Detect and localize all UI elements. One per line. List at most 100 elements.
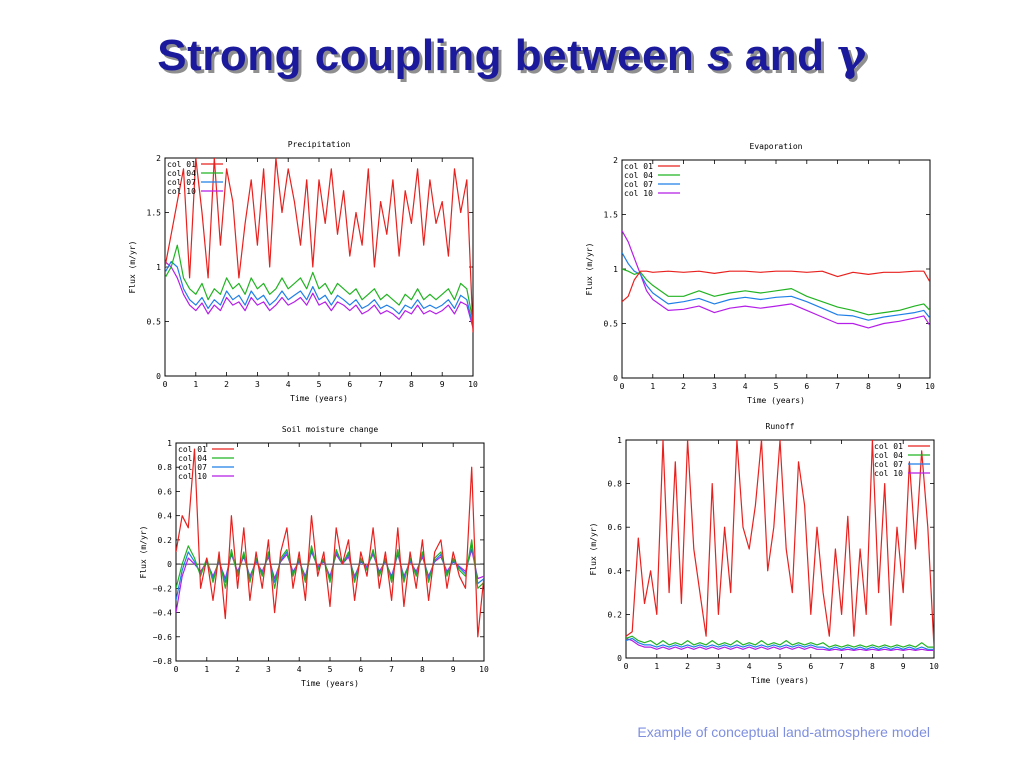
slide-title: Strong coupling between s and γ bbox=[0, 30, 1024, 81]
x-tick-label: 9 bbox=[440, 380, 445, 389]
y-axis-label: Flux (m/yr) bbox=[585, 243, 594, 296]
y-tick-label: 1 bbox=[156, 263, 161, 272]
x-tick-label: 5 bbox=[774, 382, 779, 391]
legend-label: col 07 bbox=[178, 463, 207, 472]
y-tick-label: 0 bbox=[613, 374, 618, 383]
y-tick-label: 0.4 bbox=[608, 567, 623, 576]
series-line-col-01 bbox=[165, 158, 473, 333]
y-tick-label: 0 bbox=[156, 372, 161, 381]
y-tick-label: −0.4 bbox=[153, 609, 172, 618]
x-tick-label: 7 bbox=[378, 380, 383, 389]
legend-label: col 01 bbox=[624, 162, 653, 171]
x-tick-label: 3 bbox=[712, 382, 717, 391]
legend-label: col 10 bbox=[178, 472, 207, 481]
y-tick-label: 0.6 bbox=[158, 487, 173, 496]
series-group bbox=[626, 440, 934, 652]
title-s: s bbox=[707, 31, 733, 80]
x-axis-label: Time (years) bbox=[747, 396, 805, 405]
x-tick-label: 9 bbox=[897, 382, 902, 391]
y-tick-label: 0.2 bbox=[158, 536, 173, 545]
series-line-col-07 bbox=[622, 252, 930, 321]
y-tick-label: −0.8 bbox=[153, 657, 172, 666]
series-line-col-04 bbox=[626, 635, 934, 648]
series-line-col-04 bbox=[622, 268, 930, 316]
y-tick-label: 0 bbox=[167, 560, 172, 569]
x-tick-label: 2 bbox=[685, 662, 690, 671]
x-axis-label: Time (years) bbox=[751, 676, 809, 685]
x-tick-label: 6 bbox=[808, 662, 813, 671]
x-tick-label: 10 bbox=[925, 382, 935, 391]
x-tick-label: 5 bbox=[778, 662, 783, 671]
x-tick-label: 4 bbox=[747, 662, 752, 671]
series-group bbox=[176, 448, 484, 638]
y-tick-label: 1.5 bbox=[604, 211, 619, 220]
chart-evaporation: 0 1 2 3 4 5 6 7 8 9 10 0 0.5 1 1.5 2 Evaporation Time (ye… bbox=[585, 142, 935, 405]
series-line-col-10 bbox=[626, 637, 934, 652]
legend-label: col 07 bbox=[624, 180, 653, 189]
x-tick-label: 1 bbox=[204, 665, 209, 674]
legend-label: col 01 bbox=[167, 160, 196, 169]
series-line-col-01 bbox=[622, 270, 930, 303]
x-tick-label: 0 bbox=[163, 380, 168, 389]
title-prefix: Strong coupling between bbox=[157, 31, 708, 80]
chart-panel-runoff: 0 1 2 3 4 5 6 7 8 9 10 0 0.2 0.4 0.6 0.8 1 Runoff Time (ye… bbox=[582, 416, 952, 691]
chart-soil-moisture-change: 0 1 2 3 4 5 6 7 8 9 10 −0.8 −0.6 −0.4 −0.2 0 0.2 0.4 0.6 0.… bbox=[139, 425, 489, 688]
x-tick-label: 2 bbox=[224, 380, 229, 389]
x-tick-label: 10 bbox=[929, 662, 939, 671]
series-line-col-10 bbox=[622, 230, 930, 329]
caption: Example of conceptual land-atmosphere mo… bbox=[637, 724, 930, 740]
chart-title: Runoff bbox=[766, 422, 795, 431]
y-tick-label: 0.4 bbox=[158, 512, 173, 521]
y-tick-label: 1.5 bbox=[147, 209, 162, 218]
x-tick-label: 4 bbox=[743, 382, 748, 391]
x-tick-label: 0 bbox=[624, 662, 629, 671]
chart-panel-evaporation: 0 1 2 3 4 5 6 7 8 9 10 0 0.5 1 1.5 2 Evaporation Time (ye… bbox=[578, 136, 948, 411]
y-tick-label: 2 bbox=[613, 156, 618, 165]
x-tick-label: 6 bbox=[804, 382, 809, 391]
x-tick-label: 8 bbox=[409, 380, 414, 389]
x-tick-label: 9 bbox=[451, 665, 456, 674]
series-group bbox=[165, 158, 473, 333]
y-tick-label: −0.2 bbox=[153, 584, 172, 593]
x-tick-label: 7 bbox=[835, 382, 840, 391]
x-tick-label: 10 bbox=[479, 665, 489, 674]
y-tick-label: 0.6 bbox=[608, 523, 623, 532]
x-tick-label: 1 bbox=[650, 382, 655, 391]
x-tick-label: 3 bbox=[255, 380, 260, 389]
x-tick-label: 8 bbox=[870, 662, 875, 671]
y-tick-label: 2 bbox=[156, 154, 161, 163]
legend-label: col 04 bbox=[167, 169, 196, 178]
y-tick-label: 0.5 bbox=[604, 320, 619, 329]
y-tick-label: 0.2 bbox=[608, 610, 623, 619]
y-tick-label: 0.8 bbox=[158, 463, 173, 472]
legend-label: col 04 bbox=[624, 171, 653, 180]
y-tick-label: 1 bbox=[613, 265, 618, 274]
x-tick-label: 4 bbox=[286, 380, 291, 389]
series-line-col-01 bbox=[176, 448, 484, 638]
x-tick-label: 4 bbox=[297, 665, 302, 674]
legend-label: col 10 bbox=[874, 469, 903, 478]
legend-label: col 07 bbox=[167, 178, 196, 187]
series-line-col-07 bbox=[626, 637, 934, 650]
legend-label: col 07 bbox=[874, 460, 903, 469]
legend-label: col 04 bbox=[178, 454, 207, 463]
legend-label: col 01 bbox=[874, 442, 903, 451]
chart-panel-soil-moisture-change: 0 1 2 3 4 5 6 7 8 9 10 −0.8 −0.6 −0.4 −0.2 0 0.2 0.4 0.6 0.… bbox=[130, 420, 500, 695]
x-axis-label: Time (years) bbox=[290, 394, 348, 403]
x-tick-label: 5 bbox=[317, 380, 322, 389]
series-line-col-04 bbox=[165, 244, 473, 322]
x-tick-label: 5 bbox=[328, 665, 333, 674]
x-tick-label: 2 bbox=[235, 665, 240, 674]
chart-title: Soil moisture change bbox=[282, 425, 379, 434]
x-tick-label: 8 bbox=[420, 665, 425, 674]
x-tick-label: 6 bbox=[358, 665, 363, 674]
legend-label: col 01 bbox=[178, 445, 207, 454]
x-tick-label: 1 bbox=[193, 380, 198, 389]
x-tick-label: 7 bbox=[389, 665, 394, 674]
y-axis-label: Flux (m/yr) bbox=[589, 523, 598, 576]
y-tick-label: 0.5 bbox=[147, 318, 162, 327]
x-tick-label: 1 bbox=[654, 662, 659, 671]
series-line-col-10 bbox=[165, 261, 473, 329]
title-gamma: γ bbox=[837, 30, 867, 81]
x-tick-label: 10 bbox=[468, 380, 478, 389]
